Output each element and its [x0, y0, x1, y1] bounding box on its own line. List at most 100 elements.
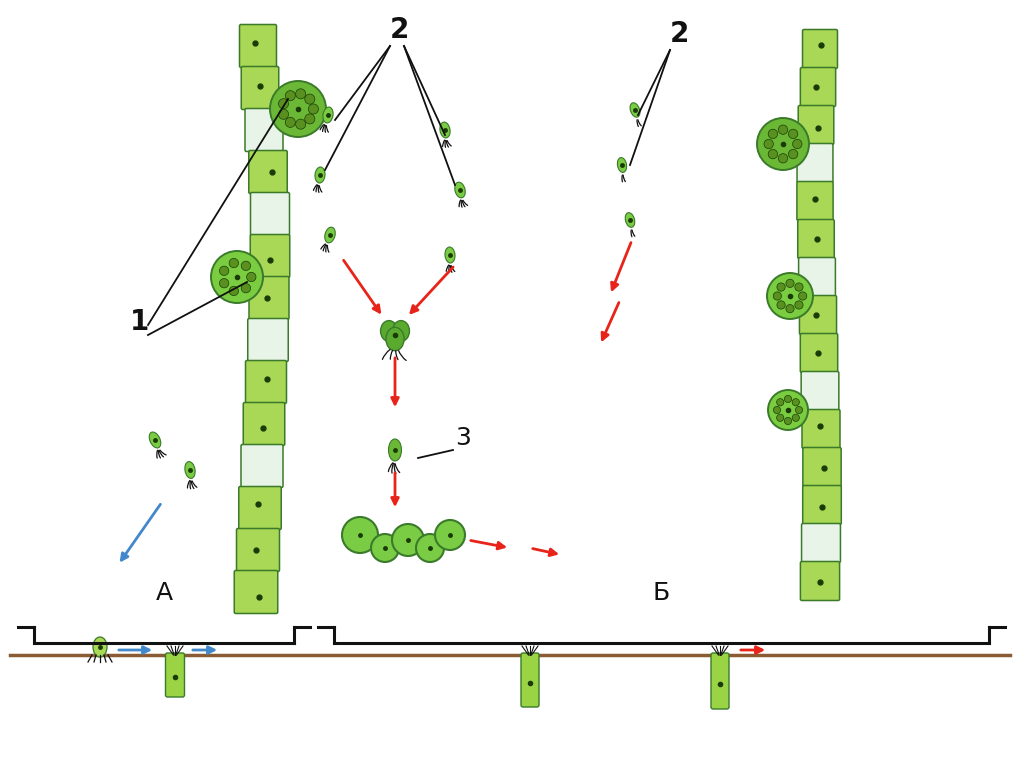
Circle shape [286, 117, 295, 127]
Ellipse shape [617, 157, 627, 173]
Circle shape [799, 292, 807, 300]
Ellipse shape [150, 432, 161, 448]
Circle shape [776, 399, 783, 406]
FancyBboxPatch shape [801, 371, 839, 410]
Circle shape [767, 273, 813, 319]
Circle shape [308, 104, 318, 114]
FancyBboxPatch shape [800, 295, 837, 334]
Circle shape [784, 417, 792, 425]
Circle shape [777, 283, 785, 291]
Circle shape [777, 301, 785, 309]
Circle shape [793, 140, 802, 149]
Circle shape [778, 125, 787, 134]
Circle shape [305, 94, 314, 104]
Circle shape [229, 286, 239, 295]
FancyBboxPatch shape [248, 318, 288, 361]
Ellipse shape [392, 321, 410, 341]
Circle shape [211, 251, 263, 303]
Circle shape [296, 119, 306, 129]
Circle shape [768, 150, 777, 159]
Circle shape [242, 284, 251, 293]
Ellipse shape [455, 183, 465, 198]
Circle shape [435, 520, 465, 550]
Circle shape [796, 407, 803, 413]
FancyBboxPatch shape [240, 25, 276, 67]
Circle shape [342, 517, 378, 553]
FancyBboxPatch shape [521, 653, 539, 707]
FancyBboxPatch shape [801, 334, 838, 373]
FancyBboxPatch shape [234, 571, 278, 614]
Circle shape [392, 524, 424, 556]
FancyBboxPatch shape [244, 403, 285, 446]
FancyBboxPatch shape [803, 447, 841, 486]
Text: 1: 1 [130, 308, 150, 336]
FancyBboxPatch shape [251, 193, 290, 235]
Circle shape [247, 272, 256, 281]
Circle shape [242, 261, 251, 271]
Circle shape [793, 399, 800, 406]
Ellipse shape [445, 247, 455, 263]
Circle shape [219, 278, 228, 288]
Ellipse shape [93, 637, 106, 657]
Circle shape [785, 304, 795, 313]
FancyBboxPatch shape [798, 106, 834, 144]
Text: A: A [156, 581, 173, 605]
FancyBboxPatch shape [249, 276, 289, 320]
Circle shape [768, 129, 777, 139]
Ellipse shape [630, 103, 640, 117]
Ellipse shape [315, 167, 325, 183]
Circle shape [768, 390, 808, 430]
FancyBboxPatch shape [801, 67, 836, 107]
FancyBboxPatch shape [797, 143, 833, 183]
Circle shape [795, 283, 803, 291]
Ellipse shape [325, 227, 335, 243]
Circle shape [788, 150, 798, 159]
Circle shape [305, 114, 314, 124]
Circle shape [229, 258, 239, 268]
Ellipse shape [626, 212, 635, 227]
FancyBboxPatch shape [166, 653, 184, 697]
FancyBboxPatch shape [250, 235, 290, 278]
FancyBboxPatch shape [246, 360, 287, 403]
FancyBboxPatch shape [802, 524, 841, 562]
Text: Б: Б [653, 581, 670, 605]
Ellipse shape [185, 462, 196, 479]
Circle shape [270, 81, 326, 137]
Circle shape [279, 99, 289, 109]
Circle shape [784, 396, 792, 403]
FancyBboxPatch shape [802, 410, 840, 449]
Circle shape [416, 534, 444, 562]
FancyBboxPatch shape [249, 150, 288, 193]
FancyBboxPatch shape [241, 445, 283, 488]
Ellipse shape [440, 122, 451, 138]
FancyBboxPatch shape [803, 486, 842, 525]
Circle shape [788, 129, 798, 139]
FancyBboxPatch shape [239, 486, 282, 529]
Circle shape [219, 266, 228, 275]
Circle shape [773, 407, 780, 413]
FancyBboxPatch shape [801, 561, 840, 601]
FancyBboxPatch shape [242, 67, 279, 110]
FancyBboxPatch shape [237, 528, 280, 571]
Circle shape [371, 534, 399, 562]
Circle shape [795, 301, 803, 309]
Circle shape [793, 414, 800, 421]
FancyBboxPatch shape [803, 29, 838, 68]
Circle shape [773, 292, 781, 300]
Circle shape [764, 140, 773, 149]
Circle shape [279, 109, 289, 120]
Circle shape [757, 118, 809, 170]
FancyBboxPatch shape [711, 653, 729, 709]
Text: 2: 2 [390, 16, 410, 44]
Ellipse shape [381, 321, 397, 341]
Ellipse shape [323, 107, 333, 123]
FancyBboxPatch shape [245, 108, 283, 152]
FancyBboxPatch shape [799, 258, 836, 297]
Text: 2: 2 [670, 20, 689, 48]
Circle shape [785, 279, 795, 288]
Ellipse shape [388, 439, 401, 461]
Circle shape [778, 153, 787, 163]
FancyBboxPatch shape [798, 219, 835, 258]
FancyBboxPatch shape [797, 182, 834, 220]
Circle shape [286, 91, 295, 100]
